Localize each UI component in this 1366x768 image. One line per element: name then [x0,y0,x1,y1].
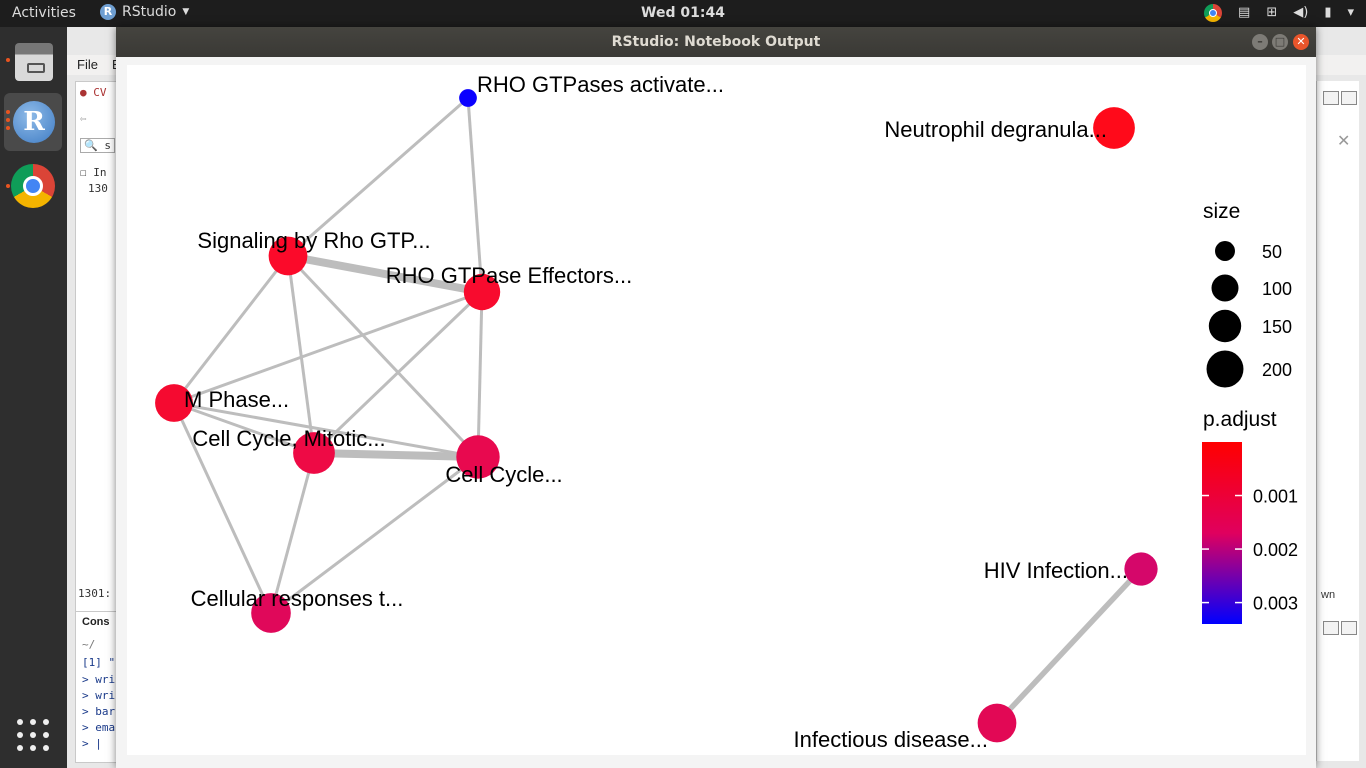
window-list-icon[interactable]: ▤ [1238,5,1251,20]
back-arrow-icon[interactable]: ⇦ [80,112,87,125]
source-tab-label: CV [93,86,107,99]
close-button[interactable]: ✕ [1293,34,1309,50]
pane-label: wn [1321,589,1336,601]
filter-checkbox[interactable]: ☐ In [80,166,107,179]
scrollbar[interactable] [1306,65,1314,755]
console-path: ~/ [82,638,96,651]
chrome-icon [11,164,55,208]
notebook-output-window: RStudio: Notebook Output – □ ✕ [116,27,1316,768]
menu-file[interactable]: File [77,57,98,72]
source-pane: ● CV ⇦ 🔍 s ☐ In 130 1301: [75,81,119,623]
network-icon[interactable]: ⊞ [1266,5,1278,20]
show-applications-icon[interactable] [17,719,49,751]
battery-icon[interactable]: ▮ [1324,5,1332,20]
search-input[interactable]: 🔍 s [80,138,115,153]
source-tab[interactable]: ● CV [80,86,107,99]
status-bar: 1301: [78,587,112,600]
running-indicator [6,118,10,122]
dock-item-files[interactable] [4,33,62,91]
app-menu-label: RStudio [122,4,177,20]
top-bar: Activities R RStudio ▼ Wed 01:44 ▤ ⊞ ◀) … [0,0,1366,27]
console-line: > ema [82,721,116,734]
notebook-output-content [127,65,1306,755]
maximize-button[interactable]: □ [1272,34,1288,50]
running-indicator [6,58,10,62]
running-indicator [6,126,10,130]
minimize-pane-button[interactable] [1323,91,1339,105]
console-line: > bar [82,705,116,718]
dock: R [0,27,67,768]
rstudio-icon: R [13,101,55,143]
console-line: > wri [82,689,116,702]
console-prompt[interactable]: > | [82,737,102,750]
console-line: > wri [82,673,116,686]
power-menu-icon[interactable]: ▾ [1347,5,1354,20]
console-line: [1] " [82,656,116,669]
maximize-pane-button[interactable] [1341,91,1357,105]
dock-item-chrome[interactable] [4,157,62,215]
running-indicator [6,110,10,114]
maximize-pane-button[interactable] [1341,621,1357,635]
minimize-button[interactable]: – [1252,34,1268,50]
file-cabinet-icon [15,43,53,81]
running-indicator [6,184,10,188]
console-tab[interactable]: Cons [82,616,110,628]
window-titlebar[interactable]: RStudio: Notebook Output – □ ✕ [116,27,1316,57]
minimize-pane-button[interactable] [1323,621,1339,635]
chrome-icon[interactable] [1204,4,1223,22]
app-menu[interactable]: R RStudio ▼ [100,4,189,20]
console-pane[interactable]: Cons ~/ [1] " > wri > wri > bar > ema > … [75,611,119,763]
system-tray: ▤ ⊞ ◀) ▮ ▾ [1204,3,1354,23]
environment-pane: ✕ wn [1316,81,1359,761]
chevron-down-icon: ▼ [182,7,190,17]
close-icon[interactable]: ✕ [1337,133,1351,150]
line-number: 130 [88,182,108,195]
dock-item-rstudio[interactable]: R [4,93,62,151]
volume-icon[interactable]: ◀) [1293,5,1309,20]
clock[interactable]: Wed 01:44 [641,5,725,21]
window-title: RStudio: Notebook Output [611,34,821,50]
activities-button[interactable]: Activities [12,5,76,21]
rstudio-icon: R [100,4,116,20]
